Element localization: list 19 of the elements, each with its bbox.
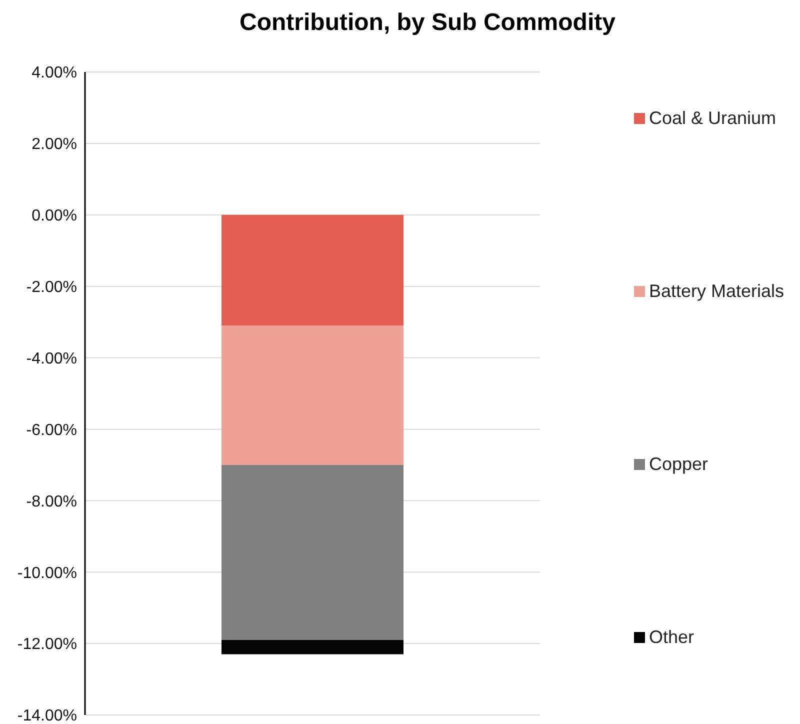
y-tick-label: -12.00%	[17, 636, 77, 654]
legend-label: Other	[649, 627, 694, 648]
y-tick-label: 0.00%	[32, 208, 77, 225]
chart-title: Contribution, by Sub Commodity	[238, 8, 616, 38]
y-tick-label: -4.00%	[26, 350, 77, 368]
bar	[222, 640, 404, 654]
y-tick-label: 4.00%	[32, 64, 77, 82]
bar	[222, 464, 404, 640]
y-tick-label: -2.00%	[26, 279, 77, 296]
y-tick-label: -8.00%	[26, 493, 77, 510]
y-tick-label: -14.00%	[17, 708, 77, 724]
y-tick-label: -6.00%	[26, 422, 77, 439]
y-tick-label: 2.00%	[32, 136, 77, 154]
bar	[222, 214, 404, 326]
legend-label: Coal & Uranium	[649, 108, 776, 128]
legend-label: Copper	[649, 454, 708, 476]
legend-label: Battery Materials	[649, 280, 784, 302]
bar	[222, 326, 404, 465]
y-tick-label: -10.00%	[17, 564, 77, 582]
